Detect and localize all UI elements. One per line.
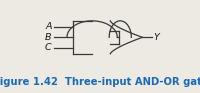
Text: Figure 1.42  Three-input AND-OR gate: Figure 1.42 Three-input AND-OR gate — [0, 77, 200, 87]
Text: A: A — [45, 22, 51, 31]
Text: Y: Y — [152, 33, 158, 42]
Text: C: C — [45, 43, 51, 52]
Text: B: B — [45, 33, 51, 42]
